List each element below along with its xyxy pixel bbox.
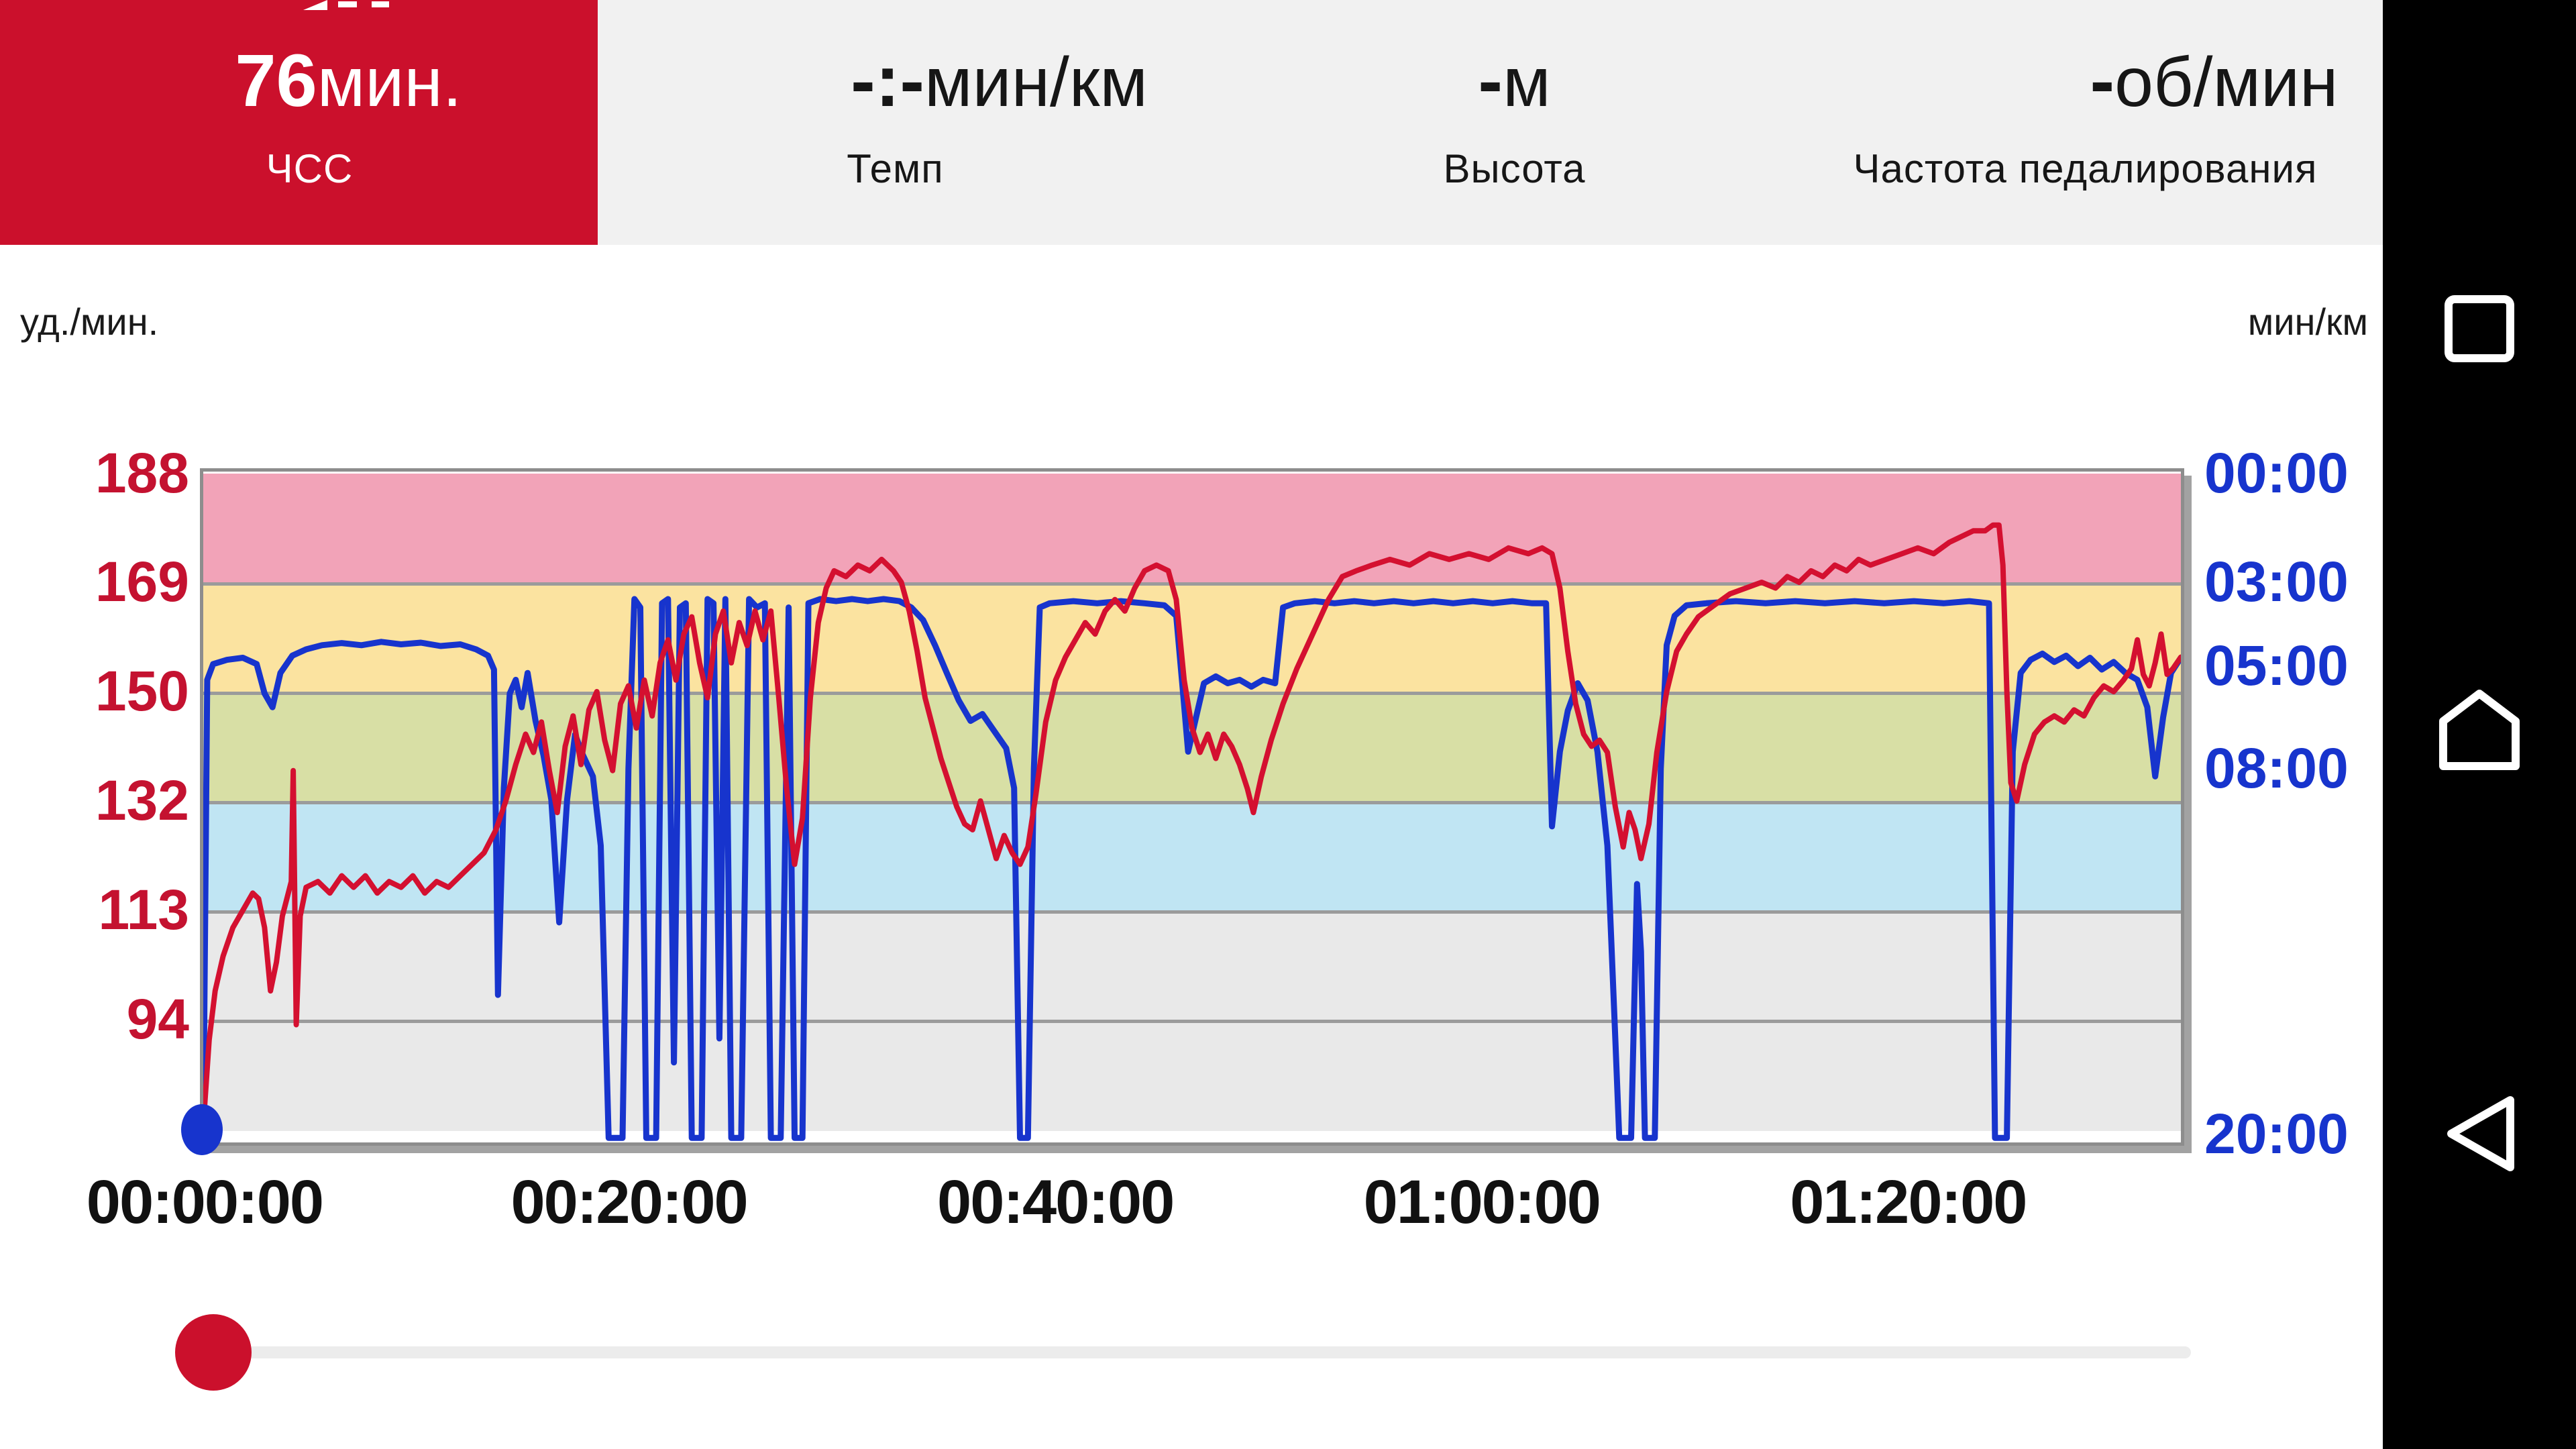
heart_rate-line (203, 522, 2181, 1129)
left-axis-unit: уд./мин. (20, 301, 159, 343)
pace-axis-tick: 08:00 (2204, 737, 2349, 800)
time-axis-tick: 01:00:00 (1363, 1168, 1601, 1236)
back-button[interactable] (2383, 1053, 2576, 1214)
recents-button[interactable] (2383, 248, 2576, 409)
hr-axis-tick: 94 (126, 987, 189, 1051)
tab-altitude[interactable]: -м Высота (1193, 0, 1788, 245)
pace-value: -:-мин/км (851, 40, 1148, 122)
pace-tab-label: Темп (847, 146, 944, 191)
hr-axis-tick: 188 (95, 441, 189, 504)
heart-rate-pace-chart[interactable] (200, 468, 2184, 1146)
time-axis-tick: 00:00:00 (86, 1168, 324, 1236)
time-axis-tick: 00:40:00 (937, 1168, 1175, 1236)
tab-cadence[interactable]: -об/мин Частота педалирования (1788, 0, 2383, 245)
chart-origin-dot (181, 1104, 223, 1155)
hr-axis-tick: 169 (95, 550, 189, 613)
pace-axis-tick: 20:00 (2204, 1102, 2349, 1165)
tab-pace[interactable]: -:-мин/км Темп (598, 0, 1193, 245)
chart-series-canvas (203, 522, 2181, 1141)
pace-line (203, 596, 2181, 1141)
back-icon (2447, 1096, 2514, 1171)
right-axis-unit: мин/км (2247, 301, 2368, 343)
pace-axis-tick: 05:00 (2204, 634, 2349, 697)
home-icon (2439, 690, 2520, 770)
heart-rate-tab-label: ЧСС (266, 146, 354, 191)
altitude-tab-label: Высота (1443, 146, 1586, 191)
recents-square-icon (2445, 295, 2514, 362)
hr-zone-band (203, 801, 2181, 910)
pace-axis-tick: 00:00 (2204, 441, 2349, 504)
hr-axis-tick: 113 (98, 878, 189, 941)
hr-axis-tick: 150 (95, 659, 189, 722)
truncated-text-fragment (303, 0, 404, 11)
heart-rate-value: 76мин. (235, 40, 462, 122)
time-slider-track[interactable] (208, 1346, 2191, 1358)
time-axis-tick: 01:20:00 (1790, 1168, 2027, 1236)
pace-axis-tick: 03:00 (2204, 550, 2349, 613)
hr-zone-band (203, 910, 2181, 1020)
time-slider-knob[interactable] (175, 1314, 252, 1391)
cadence-value: -об/мин (2090, 40, 2339, 122)
hr-axis-tick: 132 (95, 769, 189, 832)
home-button[interactable] (2383, 649, 2576, 810)
tab-heart-rate[interactable]: 76мин. ЧСС (0, 0, 598, 245)
time-axis-tick: 00:20:00 (511, 1168, 748, 1236)
cadence-tab-label: Частота педалирования (1853, 146, 2318, 191)
metric-tabbar: 76мин. ЧСС -:-мин/км Темп -м Высота -об/… (0, 0, 2383, 245)
hr-zone-band (203, 1020, 2181, 1131)
android-navbar (2383, 0, 2576, 1449)
altitude-value: -м (1478, 40, 1551, 122)
